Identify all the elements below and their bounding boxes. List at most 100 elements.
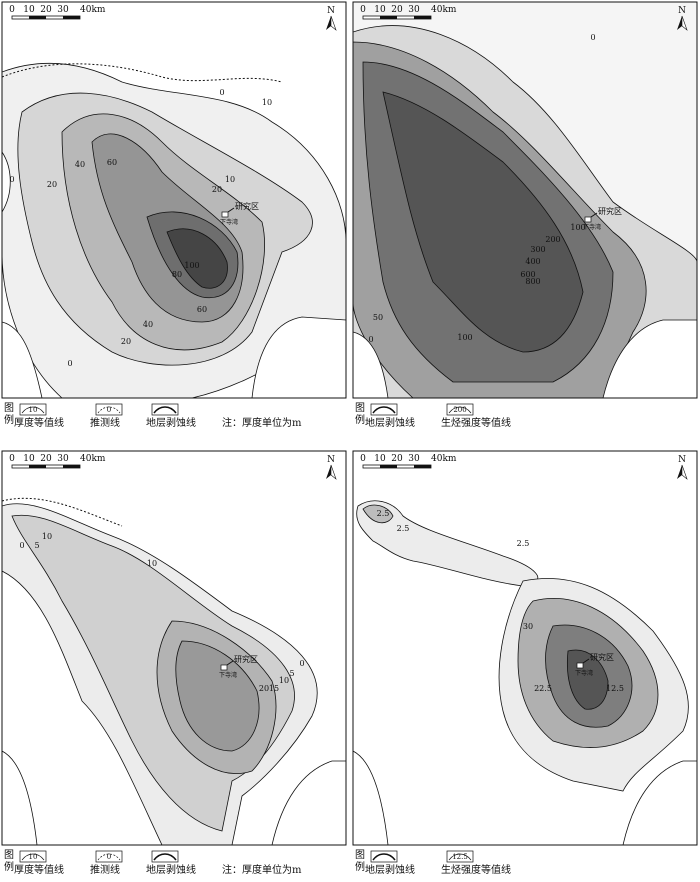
contour-label: 22.5	[534, 684, 552, 693]
legend-symbol-label: 10	[29, 406, 38, 414]
coastline	[602, 319, 697, 398]
coastline	[271, 760, 346, 845]
legend-label: 推测线	[90, 416, 120, 429]
legend-symbol	[446, 850, 474, 863]
contour-label: 10	[225, 175, 235, 184]
legend-line	[372, 406, 396, 414]
study-area-pointer	[590, 212, 598, 218]
legend-symbol	[446, 403, 474, 416]
legend-heading: 例	[355, 413, 365, 426]
contour-label: 0	[219, 88, 224, 97]
legend: 图例 10 厚度等值线 0 推测线 地层剥蚀线 注：厚度单位为m	[4, 402, 302, 429]
legend-note: 注：厚度单位为m	[222, 416, 302, 429]
study-area-marker	[221, 211, 229, 218]
legend-symbol-label: 0	[107, 406, 111, 414]
study-area-pointer	[227, 207, 235, 213]
scale-label: 40km	[80, 5, 106, 15]
contour-area	[166, 228, 228, 289]
legend-heading: 例	[355, 860, 365, 873]
inferred-line	[2, 63, 283, 83]
contour-label: 100	[570, 223, 585, 232]
scale-label: 0	[360, 454, 366, 464]
legend-symbol	[19, 403, 47, 416]
well-label: 下寺湾	[220, 218, 238, 226]
contour-label: 0	[590, 33, 595, 42]
well-label: 下寺湾	[583, 223, 601, 231]
contour-label: 0	[9, 175, 14, 184]
contour-label: 400	[525, 257, 540, 266]
legend-line	[448, 406, 472, 414]
legend-heading: 例	[4, 860, 14, 873]
legend-line	[448, 853, 472, 861]
north-arrow	[681, 15, 688, 31]
legend-label: 生烃强度等值线	[441, 416, 511, 429]
north-label: N	[678, 6, 686, 16]
map-content	[353, 451, 697, 845]
scale-label: 30	[408, 454, 420, 464]
north-label: N	[327, 6, 335, 16]
scale-label: 40km	[80, 454, 106, 464]
study-area-label: 研究区	[590, 652, 614, 662]
legend-symbol	[95, 403, 123, 416]
contour-label: 10	[262, 98, 272, 107]
coastline	[251, 316, 346, 398]
inferred-line	[2, 497, 123, 527]
contour-label: 600	[520, 270, 535, 279]
legend-symbol-label: 0	[107, 853, 111, 861]
coastline	[622, 760, 697, 845]
contour-label: 15	[269, 684, 279, 693]
contour-label: 100	[457, 333, 472, 342]
contour-label: 10	[147, 559, 157, 568]
legend-symbol-label: 10	[29, 853, 38, 861]
scale-label: 20	[40, 454, 52, 464]
map-content	[2, 2, 346, 398]
legend-symbol	[370, 403, 398, 416]
contour-label: 12.5	[606, 684, 624, 693]
scale-label: 40km	[431, 5, 457, 15]
scale-bar-fill	[380, 465, 397, 468]
contour-label: 40	[143, 320, 153, 329]
panel-frame	[352, 450, 698, 846]
legend: 图例 地层剥蚀线 200 生烃强度等值线	[355, 402, 511, 429]
north-arrow	[677, 465, 682, 479]
legend-heading: 图	[355, 402, 365, 414]
scale-bar-fill	[63, 16, 80, 19]
legend-heading: 图	[4, 849, 14, 861]
scale-label: 10	[23, 454, 35, 464]
scale-label: 0	[9, 5, 15, 15]
legend-note: 注：厚度单位为m	[222, 863, 302, 876]
legend-label: 地层剥蚀线	[365, 863, 415, 876]
legend-symbol	[95, 850, 123, 863]
north-arrow	[677, 16, 682, 30]
contour-label: 60	[107, 158, 117, 167]
study-area-pointer	[582, 658, 590, 664]
study-area-label: 研究区	[234, 654, 258, 664]
contour-label: 200	[545, 235, 560, 244]
scale-bar-fill	[29, 465, 46, 468]
panel-frame	[1, 450, 347, 846]
contour-label: 0	[19, 541, 24, 550]
well-label: 下寺湾	[575, 669, 593, 677]
contour-label: 20	[259, 684, 269, 693]
contour-label: 10	[42, 532, 52, 541]
panel-frame	[352, 1, 698, 399]
legend-label: 地层剥蚀线	[146, 416, 196, 429]
map-content	[2, 451, 346, 845]
study-area-marker	[576, 662, 584, 669]
contour-label: 0	[299, 659, 304, 668]
legend: 图例 10 厚度等值线 0 推测线 地层剥蚀线 注：厚度单位为m	[4, 849, 302, 876]
scale-label: 20	[391, 5, 403, 15]
legend-label: 生烃强度等值线	[441, 863, 511, 876]
contour-label: 5	[34, 541, 39, 550]
legend-line	[21, 853, 45, 861]
contour-area	[362, 504, 394, 524]
legend-symbol	[370, 850, 398, 863]
contour-label: 30	[523, 622, 533, 631]
panel-frame	[1, 1, 347, 399]
contour-label: 2.5	[377, 509, 390, 518]
contour-label: 100	[184, 261, 199, 270]
scale-label: 0	[360, 5, 366, 15]
legend-label: 地层剥蚀线	[365, 416, 415, 429]
